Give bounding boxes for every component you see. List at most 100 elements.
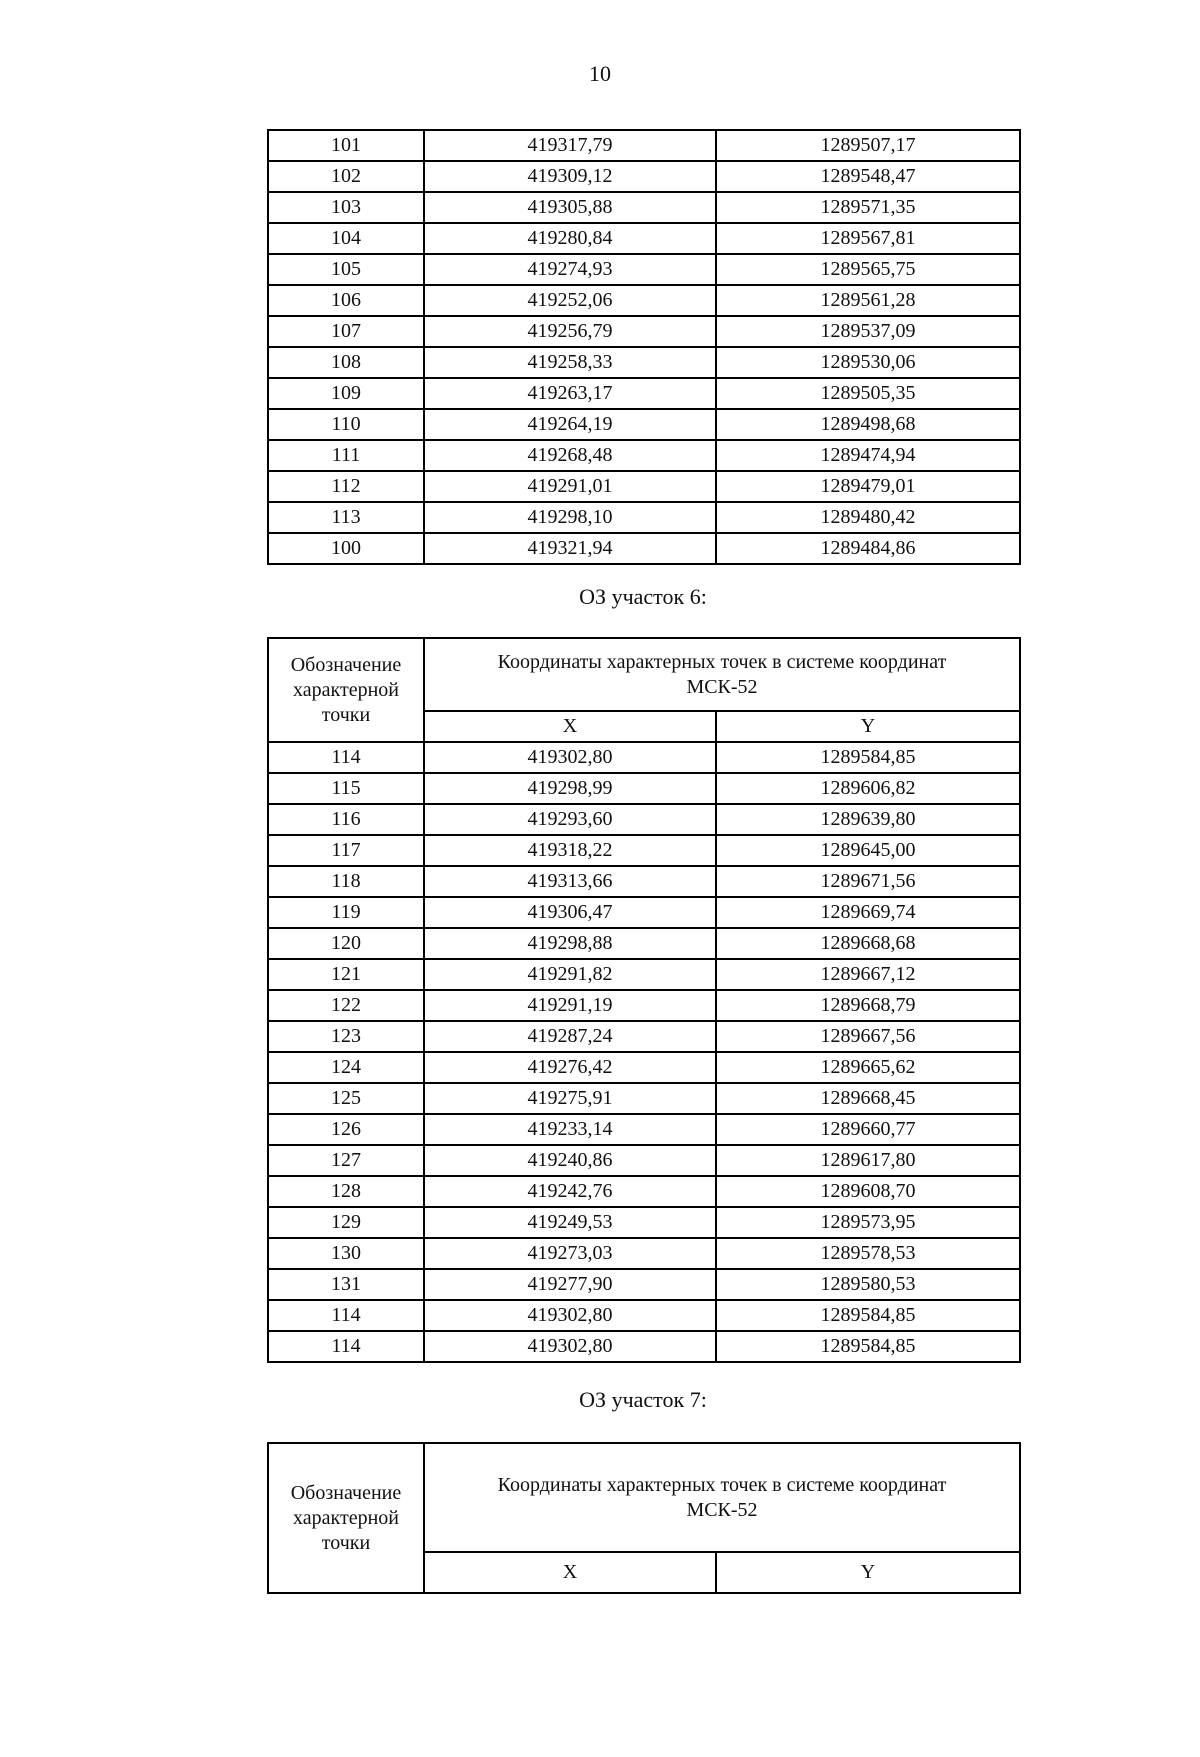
- table-cell: 1289665,62: [715, 1051, 1021, 1084]
- table-cell: 419256,79: [423, 315, 717, 348]
- table-cell: 114: [267, 1299, 425, 1332]
- table-cell: 1289645,00: [715, 834, 1021, 867]
- table-cell: 1289567,81: [715, 222, 1021, 255]
- table-cell: 419298,88: [423, 927, 717, 960]
- table-cell: 120: [267, 927, 425, 960]
- table-cell: 105: [267, 253, 425, 286]
- table-row: 128 419242,76 1289608,70: [267, 1175, 1021, 1208]
- table-row: 115 419298,99 1289606,82: [267, 772, 1021, 805]
- table-cell: 1289479,01: [715, 470, 1021, 503]
- x-column-header: X: [423, 1551, 717, 1594]
- table-cell: 1289617,80: [715, 1144, 1021, 1177]
- table-cell: 419263,17: [423, 377, 717, 410]
- table-row: 103 419305,88 1289571,35: [267, 191, 1021, 224]
- table-cell: 419280,84: [423, 222, 717, 255]
- table-cell: 126: [267, 1113, 425, 1146]
- table-cell: 419273,03: [423, 1237, 717, 1270]
- table-cell: 103: [267, 191, 425, 224]
- table-cell: 1289669,74: [715, 896, 1021, 929]
- table-cell: 419302,80: [423, 1299, 717, 1332]
- table-cell: 1289668,79: [715, 989, 1021, 1022]
- table-cell: 419275,91: [423, 1082, 717, 1115]
- table-cell: 1289537,09: [715, 315, 1021, 348]
- table-cell: 419305,88: [423, 191, 717, 224]
- table-row: 110 419264,19 1289498,68: [267, 408, 1021, 441]
- table-row: 107 419256,79 1289537,09: [267, 315, 1021, 348]
- table-cell: 121: [267, 958, 425, 991]
- table-cell: 117: [267, 834, 425, 867]
- table-row: 123 419287,24 1289667,56: [267, 1020, 1021, 1053]
- table-cell: 419291,19: [423, 989, 717, 1022]
- table-row: 105 419274,93 1289565,75: [267, 253, 1021, 286]
- table-header: Обозначение характерной точки Координаты…: [267, 1442, 1021, 1594]
- table-cell: 419293,60: [423, 803, 717, 836]
- table-cell: 1289484,86: [715, 532, 1021, 565]
- table-cell: 1289480,42: [715, 501, 1021, 534]
- table-cell: 1289474,94: [715, 439, 1021, 472]
- table-row: 131 419277,90 1289580,53: [267, 1268, 1021, 1301]
- table-cell: 114: [267, 1330, 425, 1363]
- coordinates-table-plot-6-body: 114 419302,80 1289584,85 115 419298,99 128960…: [267, 741, 1021, 1363]
- table-cell: 119: [267, 896, 425, 929]
- table-cell: 116: [267, 803, 425, 836]
- table-row: 120 419298,88 1289668,68: [267, 927, 1021, 960]
- table-row: 111 419268,48 1289474,94: [267, 439, 1021, 472]
- table-cell: 1289667,56: [715, 1020, 1021, 1053]
- table-row: 117 419318,22 1289645,00: [267, 834, 1021, 867]
- table-cell: 1289608,70: [715, 1175, 1021, 1208]
- table-cell: 110: [267, 408, 425, 441]
- table-cell: 419302,80: [423, 1330, 717, 1363]
- coordinates-table-continuation: 101 419317,79 1289507,17 102 419309,12 128954…: [267, 129, 1021, 565]
- table-row: 112 419291,01 1289479,01: [267, 470, 1021, 503]
- table-cell: 1289530,06: [715, 346, 1021, 379]
- table-row: 109 419263,17 1289505,35: [267, 377, 1021, 410]
- table-cell: 1289606,82: [715, 772, 1021, 805]
- table-cell: 419264,19: [423, 408, 717, 441]
- table-cell: 131: [267, 1268, 425, 1301]
- table-row: 118 419313,66 1289671,56: [267, 865, 1021, 898]
- point-designation-header: Обозначение характерной точки: [267, 1442, 425, 1594]
- table-row: 100 419321,94 1289484,86: [267, 532, 1021, 565]
- x-column-header: X: [423, 710, 717, 743]
- table-cell: 1289668,45: [715, 1082, 1021, 1115]
- coordinates-table-plot-7: Обозначение характерной точки Координаты…: [267, 1442, 1021, 1594]
- table-row: 122 419291,19 1289668,79: [267, 989, 1021, 1022]
- table-cell: 1289660,77: [715, 1113, 1021, 1146]
- table-cell: 419242,76: [423, 1175, 717, 1208]
- table-row: 113 419298,10 1289480,42: [267, 501, 1021, 534]
- table-cell: 111: [267, 439, 425, 472]
- table-row: 108 419258,33 1289530,06: [267, 346, 1021, 379]
- table-cell: 1289667,12: [715, 958, 1021, 991]
- table-cell: 1289561,28: [715, 284, 1021, 317]
- table-cell: 115: [267, 772, 425, 805]
- table-cell: 419274,93: [423, 253, 717, 286]
- table-cell: 419298,99: [423, 772, 717, 805]
- table-row: 116 419293,60 1289639,80: [267, 803, 1021, 836]
- table-cell: 109: [267, 377, 425, 410]
- table-cell: 419287,24: [423, 1020, 717, 1053]
- table-cell: 419277,90: [423, 1268, 717, 1301]
- table-cell: 419291,01: [423, 470, 717, 503]
- table-cell: 114: [267, 741, 425, 774]
- y-column-header: Y: [715, 1551, 1021, 1594]
- table-cell: 128: [267, 1175, 425, 1208]
- table-cell: 419298,10: [423, 501, 717, 534]
- table-cell: 112: [267, 470, 425, 503]
- table-row: 124 419276,42 1289665,62: [267, 1051, 1021, 1084]
- table-cell: 1289639,80: [715, 803, 1021, 836]
- coordinates-system-header: Координаты характерных точек в системе к…: [423, 637, 1021, 712]
- table-cell: 419276,42: [423, 1051, 717, 1084]
- table-cell: 125: [267, 1082, 425, 1115]
- table-cell: 130: [267, 1237, 425, 1270]
- table-cell: 122: [267, 989, 425, 1022]
- table-row: 119 419306,47 1289669,74: [267, 896, 1021, 929]
- table-cell: 419291,82: [423, 958, 717, 991]
- table-row: 130 419273,03 1289578,53: [267, 1237, 1021, 1270]
- table-cell: 1289580,53: [715, 1268, 1021, 1301]
- table-cell: 101: [267, 129, 425, 162]
- table-cell: 102: [267, 160, 425, 193]
- table-cell: 127: [267, 1144, 425, 1177]
- table-cell: 419249,53: [423, 1206, 717, 1239]
- table-cell: 419233,14: [423, 1113, 717, 1146]
- table-cell: 113: [267, 501, 425, 534]
